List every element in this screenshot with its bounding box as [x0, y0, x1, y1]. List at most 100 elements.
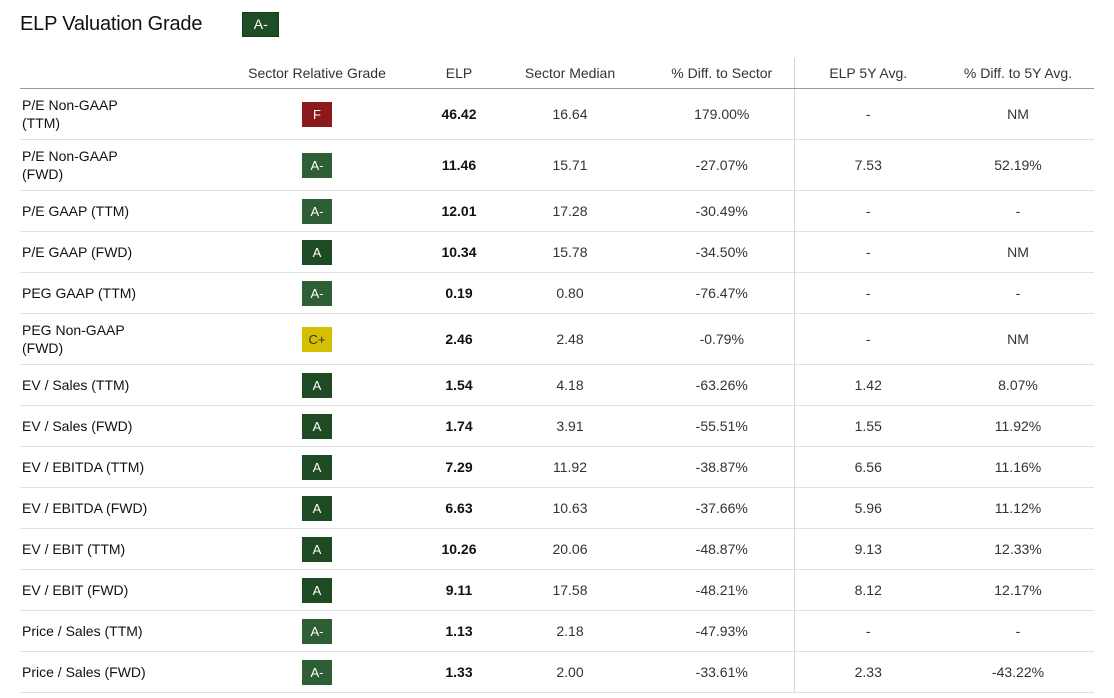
elp-value: 9.11 [428, 569, 490, 611]
col-header-metric [20, 58, 206, 89]
avg-5y-value: - [793, 610, 942, 652]
elp-value: 46.42 [428, 88, 490, 140]
diff-sector-value: -0.79% [650, 313, 794, 365]
diff-5y-value: - [942, 272, 1094, 314]
diff-5y-value: 11.92% [942, 405, 1094, 447]
table-header-row: Sector Relative Grade ELP Sector Median … [20, 58, 1094, 89]
table-row: EV / Sales (FWD) A 1.74 3.91 -55.51% 1.55 11.9… [20, 405, 1094, 447]
col-header-diff-sector[interactable]: % Diff. to Sector [650, 58, 794, 89]
diff-sector-value: -47.93% [650, 610, 794, 652]
avg-5y-value: 5.96 [793, 487, 942, 529]
metric-label: EV / EBITDA (FWD) [20, 487, 206, 529]
grade-badge: A [302, 454, 332, 480]
diff-5y-value: 11.12% [942, 487, 1094, 529]
metric-label: EV / EBIT (FWD) [20, 569, 206, 611]
diff-sector-value: -63.26% [650, 364, 794, 406]
table-row: Price / Sales (TTM) A- 1.13 2.18 -47.93% - - [20, 610, 1094, 652]
overall-grade-badge: A- [242, 11, 280, 37]
table-row: P/E Non-GAAP (TTM) F 46.42 16.64 179.00% - NM [20, 88, 1094, 140]
sector-median-value: 15.71 [490, 139, 650, 191]
table-row: EV / EBITDA (FWD) A 6.63 10.63 -37.66% 5.96 11… [20, 487, 1094, 529]
avg-5y-value: - [793, 88, 942, 140]
diff-sector-value: -33.61% [650, 651, 794, 693]
grade-badge: A- [302, 659, 332, 685]
grade-cell: A [206, 487, 428, 529]
elp-value: 1.74 [428, 405, 490, 447]
diff-5y-value: -43.22% [942, 651, 1094, 693]
table-row: P/E Non-GAAP (FWD) A- 11.46 15.71 -27.07% 7.53… [20, 139, 1094, 191]
col-header-diff-5y[interactable]: % Diff. to 5Y Avg. [942, 58, 1094, 89]
table-row: EV / EBIT (TTM) A 10.26 20.06 -48.87% 9.13 12.… [20, 528, 1094, 570]
avg-5y-value: - [793, 231, 942, 273]
diff-5y-value: 11.16% [942, 446, 1094, 488]
sector-median-value: 0.80 [490, 272, 650, 314]
sector-median-value: 2.18 [490, 610, 650, 652]
grade-badge: C+ [302, 326, 332, 352]
grade-badge: A- [302, 152, 332, 178]
diff-5y-value: 12.17% [942, 569, 1094, 611]
metric-label: EV / Sales (FWD) [20, 405, 206, 447]
table-row: P/E GAAP (FWD) A 10.34 15.78 -34.50% - NM [20, 231, 1094, 273]
sector-median-value: 3.91 [490, 405, 650, 447]
diff-sector-value: -30.49% [650, 190, 794, 232]
diff-sector-value: -55.51% [650, 405, 794, 447]
avg-5y-value: - [793, 190, 942, 232]
metric-label: Price / Sales (TTM) [20, 610, 206, 652]
diff-5y-value: NM [942, 231, 1094, 273]
metric-label: PEG Non-GAAP (FWD) [20, 313, 206, 365]
sector-median-value: 4.18 [490, 364, 650, 406]
grade-badge: A [302, 577, 332, 603]
col-header-5y-avg[interactable]: ELP 5Y Avg. [793, 58, 942, 89]
grade-cell: A- [206, 139, 428, 191]
table-row: PEG Non-GAAP (FWD) C+ 2.46 2.48 -0.79% - NM [20, 313, 1094, 365]
grade-cell: A- [206, 272, 428, 314]
metric-label: EV / Sales (TTM) [20, 364, 206, 406]
diff-sector-value: -34.50% [650, 231, 794, 273]
avg-5y-value: 9.13 [793, 528, 942, 570]
valuation-table: Sector Relative Grade ELP Sector Median … [20, 58, 1094, 693]
grade-badge: A- [302, 618, 332, 644]
col-header-elp[interactable]: ELP [428, 58, 490, 89]
grade-badge: A- [302, 280, 332, 306]
diff-sector-value: -48.21% [650, 569, 794, 611]
avg-5y-value: 1.55 [793, 405, 942, 447]
page-title: ELP Valuation Grade [20, 12, 203, 35]
diff-sector-value: 179.00% [650, 88, 794, 140]
page-header: ELP Valuation Grade A- [20, 9, 280, 39]
sector-median-value: 17.58 [490, 569, 650, 611]
table-row: EV / EBIT (FWD) A 9.11 17.58 -48.21% 8.12 12.1… [20, 569, 1094, 611]
grade-cell: A- [206, 651, 428, 693]
table-row: P/E GAAP (TTM) A- 12.01 17.28 -30.49% - - [20, 190, 1094, 232]
diff-sector-value: -76.47% [650, 272, 794, 314]
elp-value: 0.19 [428, 272, 490, 314]
elp-value: 1.33 [428, 651, 490, 693]
metric-label: EV / EBIT (TTM) [20, 528, 206, 570]
diff-5y-value: 52.19% [942, 139, 1094, 191]
grade-cell: A [206, 231, 428, 273]
avg-5y-value: 7.53 [793, 139, 942, 191]
diff-sector-value: -38.87% [650, 446, 794, 488]
col-header-grade[interactable]: Sector Relative Grade [206, 58, 428, 89]
diff-5y-value: 8.07% [942, 364, 1094, 406]
table-row: PEG GAAP (TTM) A- 0.19 0.80 -76.47% - - [20, 272, 1094, 314]
diff-5y-value: - [942, 610, 1094, 652]
grade-badge: A [302, 372, 332, 398]
elp-value: 1.54 [428, 364, 490, 406]
col-header-sector-median[interactable]: Sector Median [490, 58, 650, 89]
grade-cell: A [206, 405, 428, 447]
sector-median-value: 11.92 [490, 446, 650, 488]
grade-cell: F [206, 88, 428, 140]
diff-5y-value: NM [942, 313, 1094, 365]
elp-value: 1.13 [428, 610, 490, 652]
diff-sector-value: -37.66% [650, 487, 794, 529]
table-row: Price / Sales (FWD) A- 1.33 2.00 -33.61% 2.33… [20, 651, 1094, 693]
diff-5y-value: - [942, 190, 1094, 232]
elp-value: 12.01 [428, 190, 490, 232]
elp-value: 10.26 [428, 528, 490, 570]
sector-median-value: 2.00 [490, 651, 650, 693]
sector-median-value: 10.63 [490, 487, 650, 529]
elp-value: 11.46 [428, 139, 490, 191]
grade-cell: A- [206, 190, 428, 232]
avg-5y-value: 1.42 [793, 364, 942, 406]
metric-label: P/E GAAP (FWD) [20, 231, 206, 273]
